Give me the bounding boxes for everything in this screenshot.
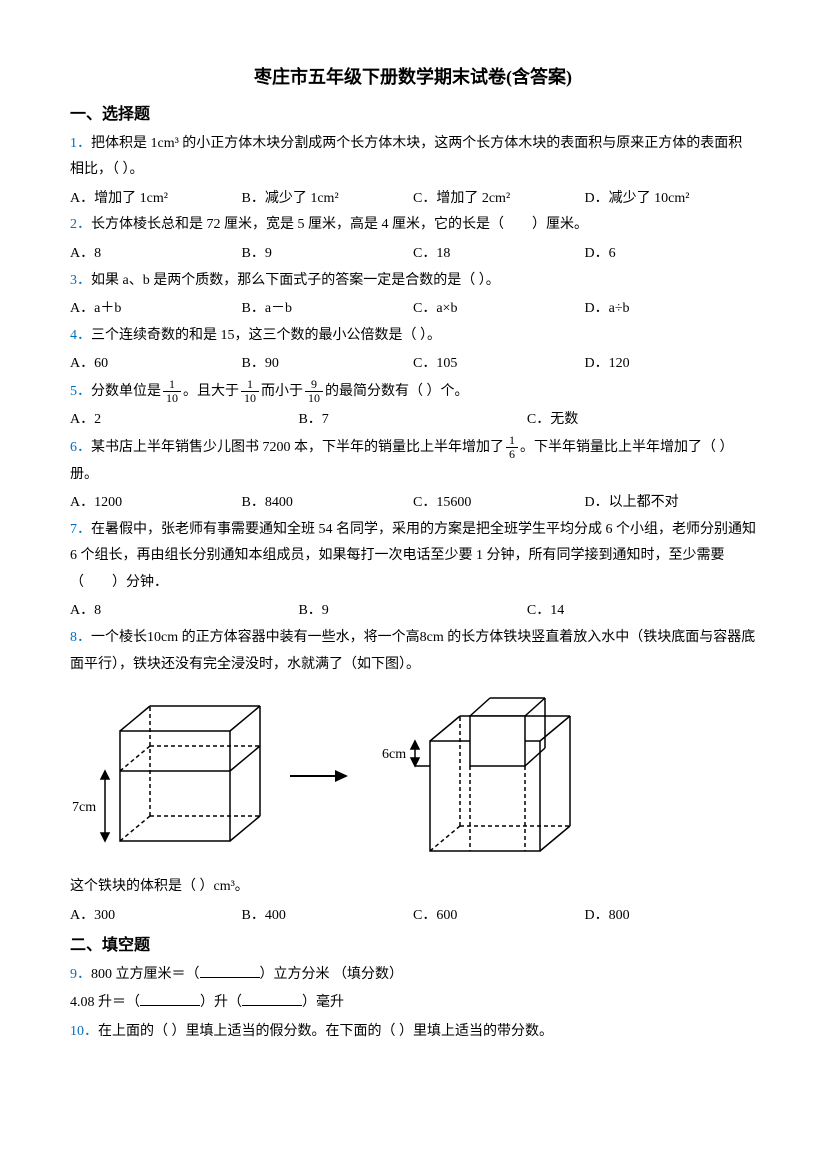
q2-opt-a: A．8 (70, 241, 242, 268)
section-1-header: 一、选择题 (70, 100, 756, 130)
q2-num: 2． (70, 217, 91, 232)
q3-opt-d: D．a÷b (585, 296, 757, 323)
q5-pre: 分数单位是 (91, 384, 161, 399)
q5-opt-b: B．7 (298, 407, 526, 434)
question-3: 3．如果 a、b 是两个质数，那么下面式子的答案一定是合数的是（ ）。 (70, 268, 756, 295)
q6-opt-d: D．以上都不对 (585, 490, 757, 517)
question-9b: 4.08 升＝（ ）升（ ）毫升 (70, 990, 756, 1017)
q4-opt-d: D．120 (585, 351, 757, 378)
q9-t5: ）毫升 (302, 995, 344, 1010)
arrow-icon (290, 761, 350, 791)
q5-num: 5． (70, 384, 91, 399)
q4-opt-b: B．90 (242, 351, 414, 378)
q1-options: A．增加了 1cm² B．减少了 1cm² C．增加了 2cm² D．减少了 1… (70, 186, 756, 213)
q7-num: 7． (70, 522, 91, 537)
q3-opt-c: C．a×b (413, 296, 585, 323)
section-2-header: 二、填空题 (70, 931, 756, 961)
q3-text: 如果 a、b 是两个质数，那么下面式子的答案一定是合数的是（ ）。 (91, 273, 500, 288)
q6-options: A．1200 B．8400 C．15600 D．以上都不对 (70, 490, 756, 517)
q3-num: 3． (70, 273, 91, 288)
cube-left-svg: 7cm (70, 691, 270, 861)
label-6cm: 6cm (382, 747, 406, 762)
question-4: 4．三个连续奇数的和是 15，这三个数的最小公倍数是（ ）。 (70, 323, 756, 350)
q10-num: 10． (70, 1024, 98, 1039)
q2-options: A．8 B．9 C．18 D．6 (70, 241, 756, 268)
q8-options: A．300 B．400 C．600 D．800 (70, 903, 756, 930)
q2-text: 长方体棱长总和是 72 厘米，宽是 5 厘米，高是 4 厘米，它的长是（ ）厘米… (91, 217, 588, 232)
frac-9-10: 910 (305, 378, 323, 405)
q8-num: 8． (70, 630, 91, 645)
q3-opt-b: B．a－b (242, 296, 414, 323)
question-6: 6．某书店上半年销售少儿图书 7200 本，下半年的销量比上半年增加了16。下半… (70, 434, 756, 488)
q7-opt-c: C．14 (527, 598, 755, 625)
q8-opt-b: B．400 (242, 903, 414, 930)
q6-opt-b: B．8400 (242, 490, 414, 517)
q5-post: 的最简分数有（ ）个。 (325, 384, 469, 399)
q4-options: A．60 B．90 C．105 D．120 (70, 351, 756, 378)
q1-text: 把体积是 1cm³ 的小正方体木块分割成两个长方体木块，这两个长方体木块的表面积… (70, 136, 742, 178)
q9-t3: 4.08 升＝（ (70, 995, 140, 1010)
q1-opt-c: C．增加了 2cm² (413, 186, 585, 213)
frac-1-6: 16 (506, 434, 518, 461)
question-10: 10．在上面的（ ）里填上适当的假分数。在下面的（ ）里填上适当的带分数。 (70, 1019, 756, 1046)
q6-num: 6． (70, 440, 91, 455)
frac-1-10b: 110 (241, 378, 259, 405)
blank-2[interactable] (140, 992, 200, 1006)
q6-pre: 某书店上半年销售少儿图书 7200 本，下半年的销量比上半年增加了 (91, 440, 504, 455)
q4-num: 4． (70, 328, 91, 343)
q10-text: 在上面的（ ）里填上适当的假分数。在下面的（ ）里填上适当的带分数。 (98, 1024, 553, 1039)
question-7: 7．在暑假中，张老师有事需要通知全班 54 名同学，采用的方案是把全班学生平均分… (70, 517, 756, 597)
q2-opt-b: B．9 (242, 241, 414, 268)
q8-text2: 这个铁块的体积是（ ）cm³。 (70, 874, 756, 901)
question-1: 1．把体积是 1cm³ 的小正方体木块分割成两个长方体木块，这两个长方体木块的表… (70, 131, 756, 184)
q6-opt-c: C．15600 (413, 490, 585, 517)
q7-opt-a: A．8 (70, 598, 298, 625)
blank-3[interactable] (242, 992, 302, 1006)
q9-t1: 800 立方厘米＝（ (91, 967, 200, 982)
q9-t4: ）升（ (200, 995, 242, 1010)
q8-opt-a: A．300 (70, 903, 242, 930)
q8-diagram: 7cm (70, 686, 756, 866)
question-5: 5．分数单位是110。且大于110而小于910的最简分数有（ ）个。 (70, 378, 756, 406)
q4-opt-a: A．60 (70, 351, 242, 378)
q7-text: 在暑假中，张老师有事需要通知全班 54 名同学，采用的方案是把全班学生平均分成 … (70, 522, 756, 590)
q1-num: 1． (70, 136, 91, 151)
q8-text1: 一个棱长10cm 的正方体容器中装有一些水，将一个高8cm 的长方体铁块竖直着放… (70, 630, 755, 672)
q8-opt-d: D．800 (585, 903, 757, 930)
cube-right-svg: 6cm (370, 686, 600, 866)
q9-t2: ）立方分米 （填分数） (260, 967, 404, 982)
blank-1[interactable] (200, 964, 260, 978)
page-title: 枣庄市五年级下册数学期末试卷(含答案) (70, 60, 756, 94)
q5-mid2: 而小于 (261, 384, 303, 399)
q1-opt-a: A．增加了 1cm² (70, 186, 242, 213)
q7-opt-b: B．9 (298, 598, 526, 625)
q5-options: A．2 B．7 C．无数 (70, 407, 756, 434)
q4-opt-c: C．105 (413, 351, 585, 378)
question-8: 8．一个棱长10cm 的正方体容器中装有一些水，将一个高8cm 的长方体铁块竖直… (70, 625, 756, 678)
q5-mid1: 。且大于 (183, 384, 239, 399)
q5-opt-c: C．无数 (527, 407, 755, 434)
q7-options: A．8 B．9 C．14 (70, 598, 756, 625)
q2-opt-c: C．18 (413, 241, 585, 268)
q1-opt-b: B．减少了 1cm² (242, 186, 414, 213)
q3-options: A．a＋b B．a－b C．a×b D．a÷b (70, 296, 756, 323)
q5-opt-a: A．2 (70, 407, 298, 434)
q2-opt-d: D．6 (585, 241, 757, 268)
q3-opt-a: A．a＋b (70, 296, 242, 323)
q9-num: 9． (70, 967, 91, 982)
q1-opt-d: D．减少了 10cm² (585, 186, 757, 213)
frac-1-10a: 110 (163, 378, 181, 405)
question-9: 9．800 立方厘米＝（ ）立方分米 （填分数） (70, 962, 756, 989)
q8-opt-c: C．600 (413, 903, 585, 930)
question-2: 2．长方体棱长总和是 72 厘米，宽是 5 厘米，高是 4 厘米，它的长是（ ）… (70, 212, 756, 239)
label-7cm: 7cm (72, 800, 96, 815)
q4-text: 三个连续奇数的和是 15，这三个数的最小公倍数是（ ）。 (91, 328, 441, 343)
q6-opt-a: A．1200 (70, 490, 242, 517)
